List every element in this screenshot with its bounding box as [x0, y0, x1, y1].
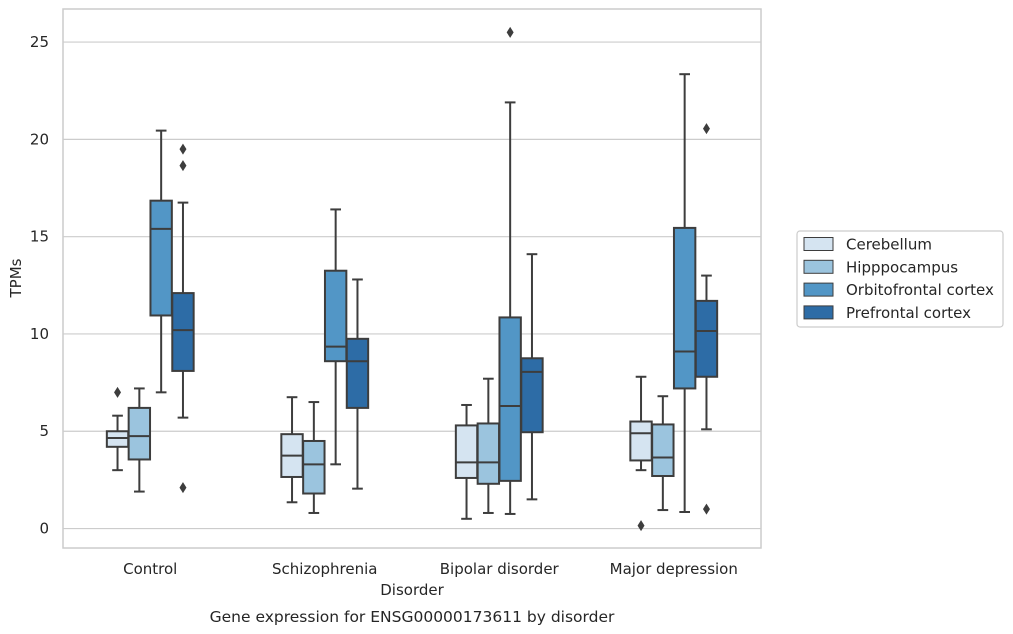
box-iqr: [149, 199, 173, 317]
y-tick-label: 25: [30, 33, 49, 51]
x-axis-title: Disorder: [380, 581, 444, 599]
y-tick-labels: 0 5 10 15 20 25: [30, 33, 49, 537]
box-3-2: [672, 73, 697, 514]
box-1-0: [280, 396, 304, 504]
legend-frame: [796, 230, 1004, 328]
outlier-point: [114, 386, 122, 398]
box-iqr: [454, 424, 479, 479]
legend-swatch: [803, 259, 834, 274]
box-1-2: [323, 208, 348, 466]
legend-swatch: [803, 282, 834, 297]
chart-caption: Gene expression for ENSG00000173611 by d…: [210, 608, 615, 626]
legend-swatch: [803, 305, 834, 320]
y-axis-title: TPMs: [7, 258, 25, 298]
y-tick-label: 5: [39, 422, 49, 440]
x-tick-label: Schizophrenia: [272, 560, 377, 578]
box-iqr: [694, 299, 719, 378]
box-0-1: [127, 387, 152, 493]
box-iqr: [498, 316, 522, 482]
box-0-0: [105, 386, 130, 472]
box-iqr: [323, 269, 348, 363]
box-2-3: [520, 253, 544, 501]
outlier-point: [179, 160, 187, 172]
box-0-2: [149, 129, 173, 394]
box-iqr: [629, 420, 653, 462]
box-1-3: [345, 278, 370, 490]
box-3-0: [629, 375, 653, 532]
box-iqr: [345, 337, 370, 409]
box-iqr: [302, 439, 326, 495]
outlier-point: [637, 520, 645, 532]
box-iqr: [520, 357, 544, 434]
box-3-1: [651, 395, 675, 512]
y-tick-label: 0: [39, 520, 49, 538]
box-3-3: [694, 123, 719, 515]
box-iqr: [672, 226, 697, 390]
box-iqr: [476, 422, 501, 485]
box-2-1: [476, 377, 501, 514]
legend-label: Hipppocampus: [846, 258, 958, 276]
legend-label: Cerebellum: [846, 236, 932, 254]
y-tick-label: 15: [30, 228, 49, 246]
legend-swatch: [803, 237, 834, 251]
x-tick-label: Control: [123, 560, 177, 578]
outlier-point: [179, 143, 187, 155]
box-0-3: [171, 143, 195, 494]
y-tick-label: 10: [30, 325, 49, 343]
box-1-1: [302, 401, 326, 514]
outlier-point: [702, 123, 710, 135]
outlier-point: [506, 26, 514, 38]
legend-label: Orbitofrontal cortex: [846, 281, 994, 299]
box-2-0: [454, 403, 479, 520]
box-2-2: [498, 26, 522, 515]
box-iqr: [651, 423, 675, 478]
x-tick-label: Bipolar disorder: [440, 560, 560, 578]
x-tick-label: Major depression: [610, 560, 738, 578]
x-tick-labels: Control Schizophrenia Bipolar disorder Majo…: [123, 560, 738, 578]
axes-frame: [62, 8, 762, 549]
outlier-point: [702, 503, 710, 515]
box-iqr: [171, 292, 195, 372]
outlier-point: [179, 482, 187, 494]
y-tick-label: 20: [30, 130, 49, 148]
box-iqr: [127, 406, 152, 461]
legend: Cerebellum Hipppocampus Orbitofrontal cort…: [796, 230, 1004, 328]
box-plots: [105, 26, 719, 532]
legend-label: Prefrontal cortex: [846, 304, 971, 322]
